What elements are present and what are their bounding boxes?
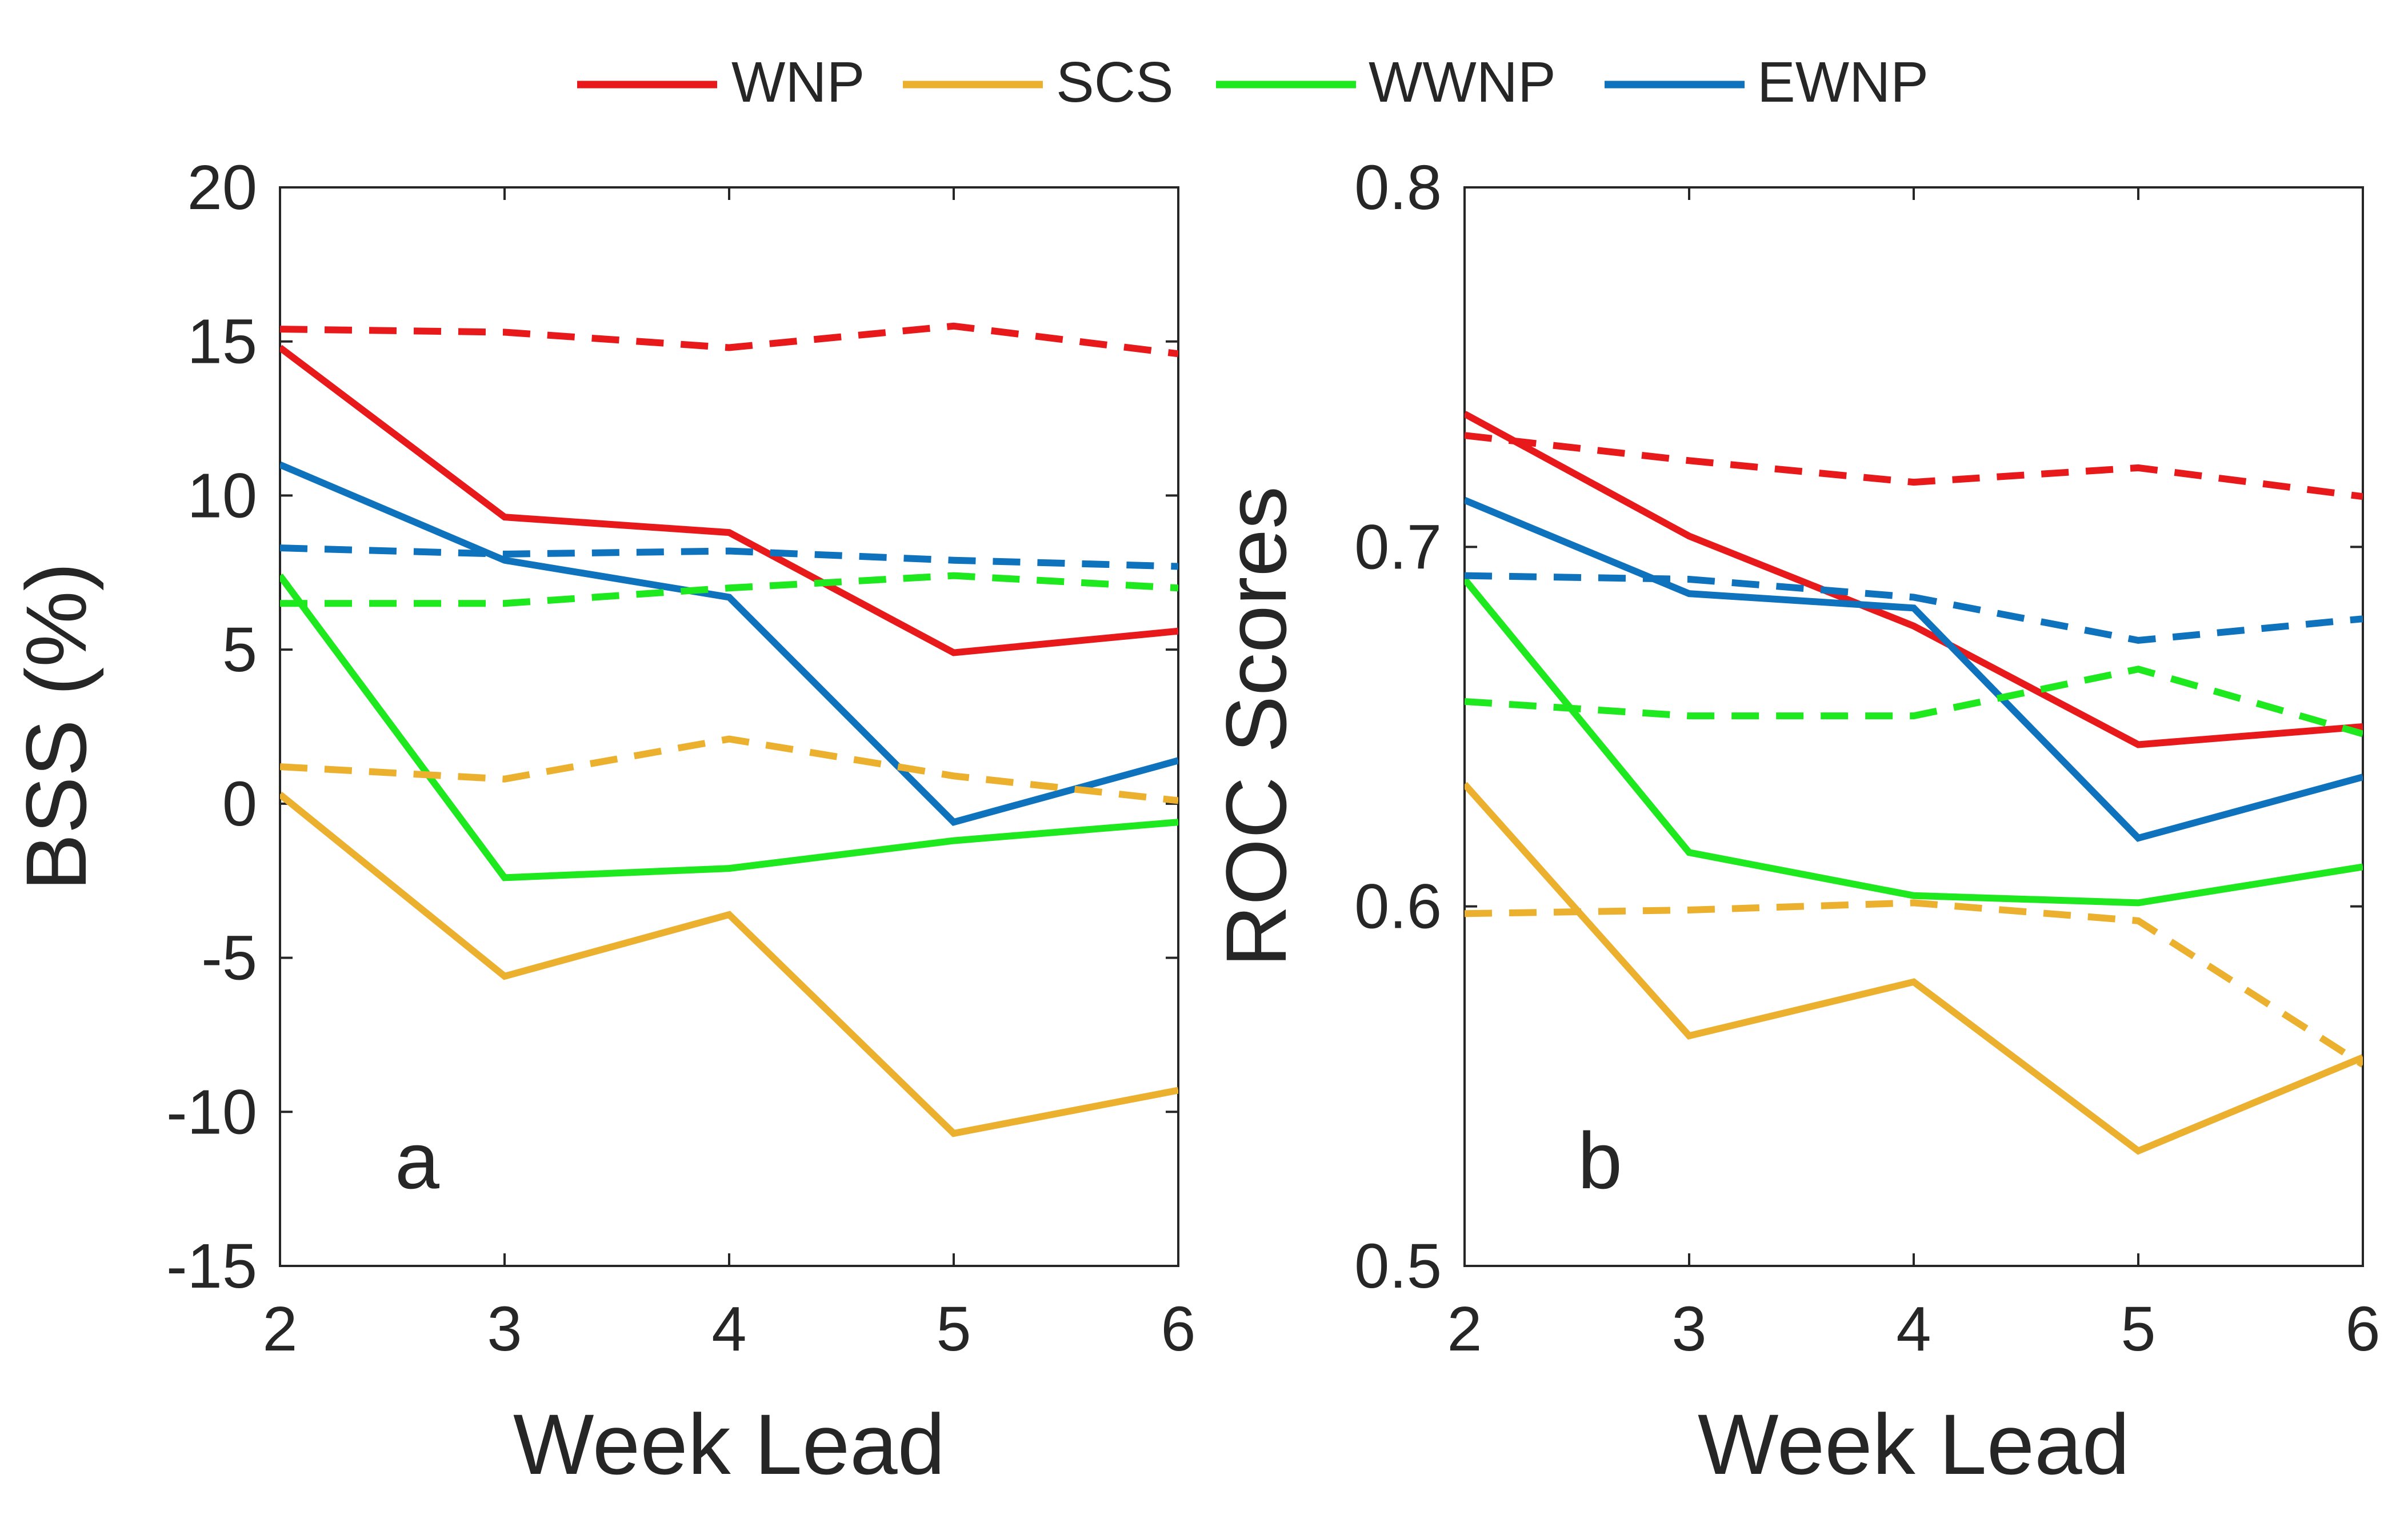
panel-a-y-tick-label: 20 [187, 153, 257, 223]
panel-b-series-wwnp-dashed-line [1465, 666, 2363, 738]
panel-a-y-tick-label: -10 [166, 1077, 257, 1147]
panel-b-panel-label: b [1578, 1116, 1622, 1205]
legend-label-ewnp: EWNP [1757, 50, 1929, 114]
panel-a-y-tick-label: 0 [222, 769, 257, 839]
panel-a: 2 3 4 5 6 -15 -10 -5 0 5 10 15 20 Week Lead BSS (%) a [8, 153, 1196, 1492]
panel-b-y-tick-label: 0.7 [1354, 512, 1442, 582]
panel-b-series-scs-dashed-line [1465, 899, 2363, 1068]
panel-a-series-wwnp-dashed-line [280, 572, 1178, 607]
panel-b-x-tick-label: 3 [1671, 1294, 1706, 1364]
panel-b-series-ewnp-solid-line [1465, 496, 2363, 842]
panel-a-x-tick-label: 5 [936, 1294, 971, 1364]
legend: WNP SCS WWNP EWNP [577, 50, 1929, 114]
panel-a-y-tick-label: -15 [166, 1231, 257, 1301]
panel-a-x-axis-label: Week Lead [513, 1396, 945, 1492]
panel-a-series-ewnp-solid-line [280, 461, 1178, 826]
panel-b-y-tick-label: 0.6 [1354, 872, 1442, 942]
legend-label-scs: SCS [1056, 50, 1174, 114]
panel-a-series-scs-solid-line [280, 792, 1178, 1137]
panel-a-y-axis-label: BSS (%) [8, 562, 104, 891]
panel-b-series-ewnp-dashed-line [1465, 572, 2363, 644]
panel-a-series-wnp-solid-line [280, 344, 1178, 656]
panel-a-y-tick-label: -5 [201, 923, 257, 993]
panel-b-series-group [1465, 411, 2363, 1155]
panel-b-y-tick-label: 0.8 [1354, 153, 1442, 223]
panel-b-x-tick-label: 6 [2345, 1294, 2380, 1364]
panel-a-series-group [280, 322, 1178, 1137]
panel-a-x-tick-label: 4 [711, 1294, 746, 1364]
panel-a-x-tick-label: 6 [1161, 1294, 1195, 1364]
panel-a-x-tick-label: 3 [487, 1294, 522, 1364]
panel-b-series-wwnp-solid-line [1465, 577, 2363, 907]
panel-a-series-ewnp-dashed-line [280, 544, 1178, 570]
panel-b: 2 3 4 5 6 0.5 0.6 0.7 0.8 Week Lead ROC Scores b [1208, 153, 2381, 1492]
panel-a-y-tick-label: 10 [187, 460, 257, 531]
panel-b-x-tick-label: 2 [1447, 1294, 1482, 1364]
panel-b-x-tick-label: 5 [2121, 1294, 2155, 1364]
panel-b-y-axis-label: ROC Scores [1208, 486, 1304, 967]
legend-label-wnp: WNP [731, 50, 865, 114]
panel-a-series-scs-dashed-line [280, 735, 1178, 804]
legend-label-wwnp: WWNP [1369, 50, 1556, 114]
panel-b-x-tick-label: 4 [1896, 1294, 1931, 1364]
panel-a-y-tick-label: 5 [222, 615, 257, 685]
panel-a-panel-label: a [395, 1116, 439, 1205]
panel-a-series-wnp-dashed-line [280, 322, 1178, 358]
panel-a-y-tick-label: 15 [187, 307, 257, 377]
panel-b-y-tick-label: 0.5 [1354, 1231, 1442, 1301]
panel-b-x-axis-label: Week Lead [1698, 1396, 2130, 1492]
panel-b-series-wnp-dashed-line [1465, 432, 2363, 500]
panel-b-series-wnp-solid-line [1465, 411, 2363, 748]
panel-a-x-tick-label: 2 [262, 1294, 297, 1364]
panel-b-series-scs-solid-line [1465, 781, 2363, 1155]
